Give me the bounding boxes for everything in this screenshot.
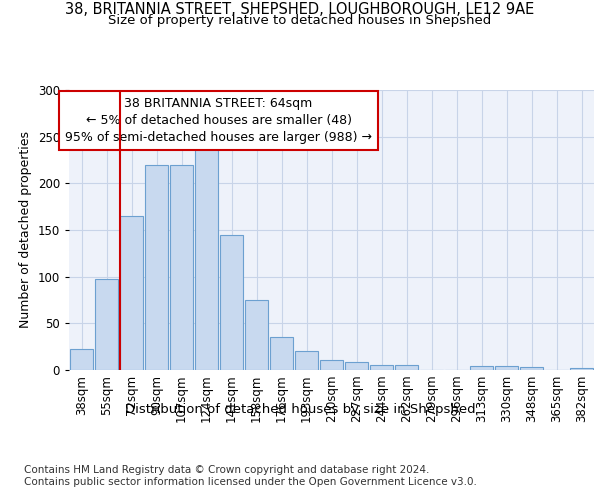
Bar [220,234,243,370]
Bar [370,366,393,370]
Bar [70,348,93,370]
Bar [320,360,343,370]
Bar [195,149,218,370]
Bar [345,362,368,370]
Bar [470,366,493,370]
Bar [495,366,518,370]
Text: Contains HM Land Registry data © Crown copyright and database right 2024.
Contai: Contains HM Land Registry data © Crown c… [24,465,477,486]
Bar [95,280,118,370]
Text: 38 BRITANNIA STREET: 64sqm
← 5% of detached houses are smaller (48)
95% of semi-: 38 BRITANNIA STREET: 64sqm ← 5% of detac… [65,97,372,144]
Bar [245,300,268,370]
Bar [170,164,193,370]
Bar [270,338,293,370]
Bar [520,367,543,370]
Bar [295,352,318,370]
Bar [145,164,168,370]
Bar [570,368,593,370]
Text: Size of property relative to detached houses in Shepshed: Size of property relative to detached ho… [109,14,491,27]
Bar [395,366,418,370]
Text: Distribution of detached houses by size in Shepshed: Distribution of detached houses by size … [125,402,475,415]
Text: 38, BRITANNIA STREET, SHEPSHED, LOUGHBOROUGH, LE12 9AE: 38, BRITANNIA STREET, SHEPSHED, LOUGHBOR… [65,2,535,18]
Bar [120,216,143,370]
Y-axis label: Number of detached properties: Number of detached properties [19,132,32,328]
